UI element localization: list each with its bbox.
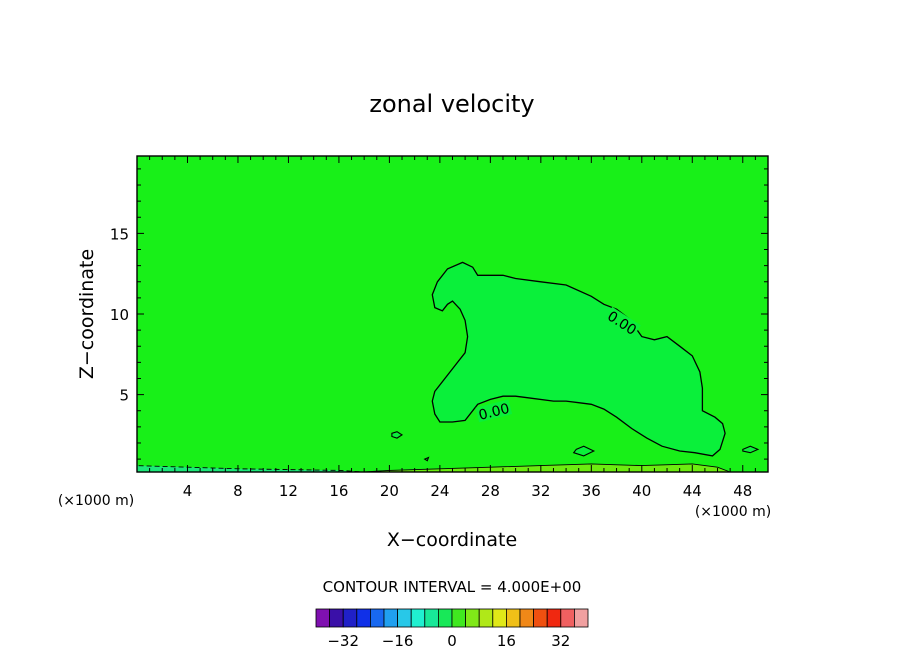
small-contour-3	[423, 456, 430, 462]
colorbar-swatch	[410, 608, 426, 628]
x-tick-label: 28	[481, 482, 500, 500]
colorbar-tick-label: −16	[382, 632, 414, 650]
colorbar-swatch	[533, 608, 548, 628]
contour-positive-core	[431, 261, 726, 457]
colorbar-tick-label: −32	[327, 632, 359, 650]
x-tick-label: 4	[183, 482, 193, 500]
colorbar-swatch	[546, 608, 562, 628]
colorbar-swatch	[505, 608, 521, 628]
region-surface-negative	[137, 465, 365, 472]
colorbar-swatch	[560, 608, 575, 628]
x-tick-label: 44	[683, 482, 702, 500]
colorbar-swatch	[437, 608, 453, 628]
colorbar-swatch	[356, 608, 371, 628]
colorbar-tick-labels: −32 −16 0 16 32	[327, 632, 570, 650]
small-contour-1	[572, 445, 596, 457]
colorbar-swatch	[397, 608, 412, 628]
colorbar-tick-label: 32	[551, 632, 570, 650]
x-tick-label: 32	[531, 482, 550, 500]
colorbar-swatch	[383, 608, 399, 628]
colorbar-tick-label: 16	[497, 632, 516, 650]
colorbar-swatch	[342, 608, 358, 628]
x-tick-label: 16	[329, 482, 348, 500]
colorbar-tick-label: 0	[447, 632, 457, 650]
x-tick-label: 8	[233, 482, 243, 500]
x-tick-label: 48	[733, 482, 752, 500]
colorbar-swatch	[369, 608, 385, 628]
x-tick-label: 12	[279, 482, 298, 500]
x-axis-label: X−coordinate	[387, 529, 517, 551]
colorbar-swatch	[465, 608, 480, 628]
contour-interval-label: CONTOUR INTERVAL = 4.000E+00	[323, 578, 582, 596]
colorbar-swatch	[329, 608, 344, 628]
chart-title: zonal velocity	[369, 90, 534, 118]
y-axis-label: Z−coordinate	[76, 249, 98, 379]
x-tick-label: 20	[380, 482, 399, 500]
colorbar-swatch	[574, 608, 589, 628]
colorbar-swatch	[315, 608, 331, 628]
colorbar	[315, 608, 589, 628]
x-unit-left: (×1000 m)	[58, 493, 134, 509]
x-tick-label: 36	[582, 482, 601, 500]
small-contour-0	[391, 431, 404, 439]
colorbar-swatch	[451, 608, 467, 628]
y-tick-label: 5	[119, 387, 129, 405]
colorbar-swatch	[492, 608, 507, 628]
contour-label-bg	[475, 399, 513, 423]
y-tick-label: 15	[110, 225, 129, 243]
colorbar-swatch	[478, 608, 494, 628]
contour-label-bg	[604, 306, 641, 338]
colorbar-swatch	[424, 608, 439, 628]
x-tick-label: 40	[632, 482, 651, 500]
y-tick-label: 10	[110, 306, 129, 324]
small-contour-2	[742, 445, 760, 454]
colorbar-swatch	[519, 608, 535, 628]
region-positive-core	[432, 262, 726, 456]
x-tick-label: 24	[430, 482, 449, 500]
contour-label: 0.00	[477, 401, 511, 424]
x-unit-right: (×1000 m)	[695, 504, 771, 520]
